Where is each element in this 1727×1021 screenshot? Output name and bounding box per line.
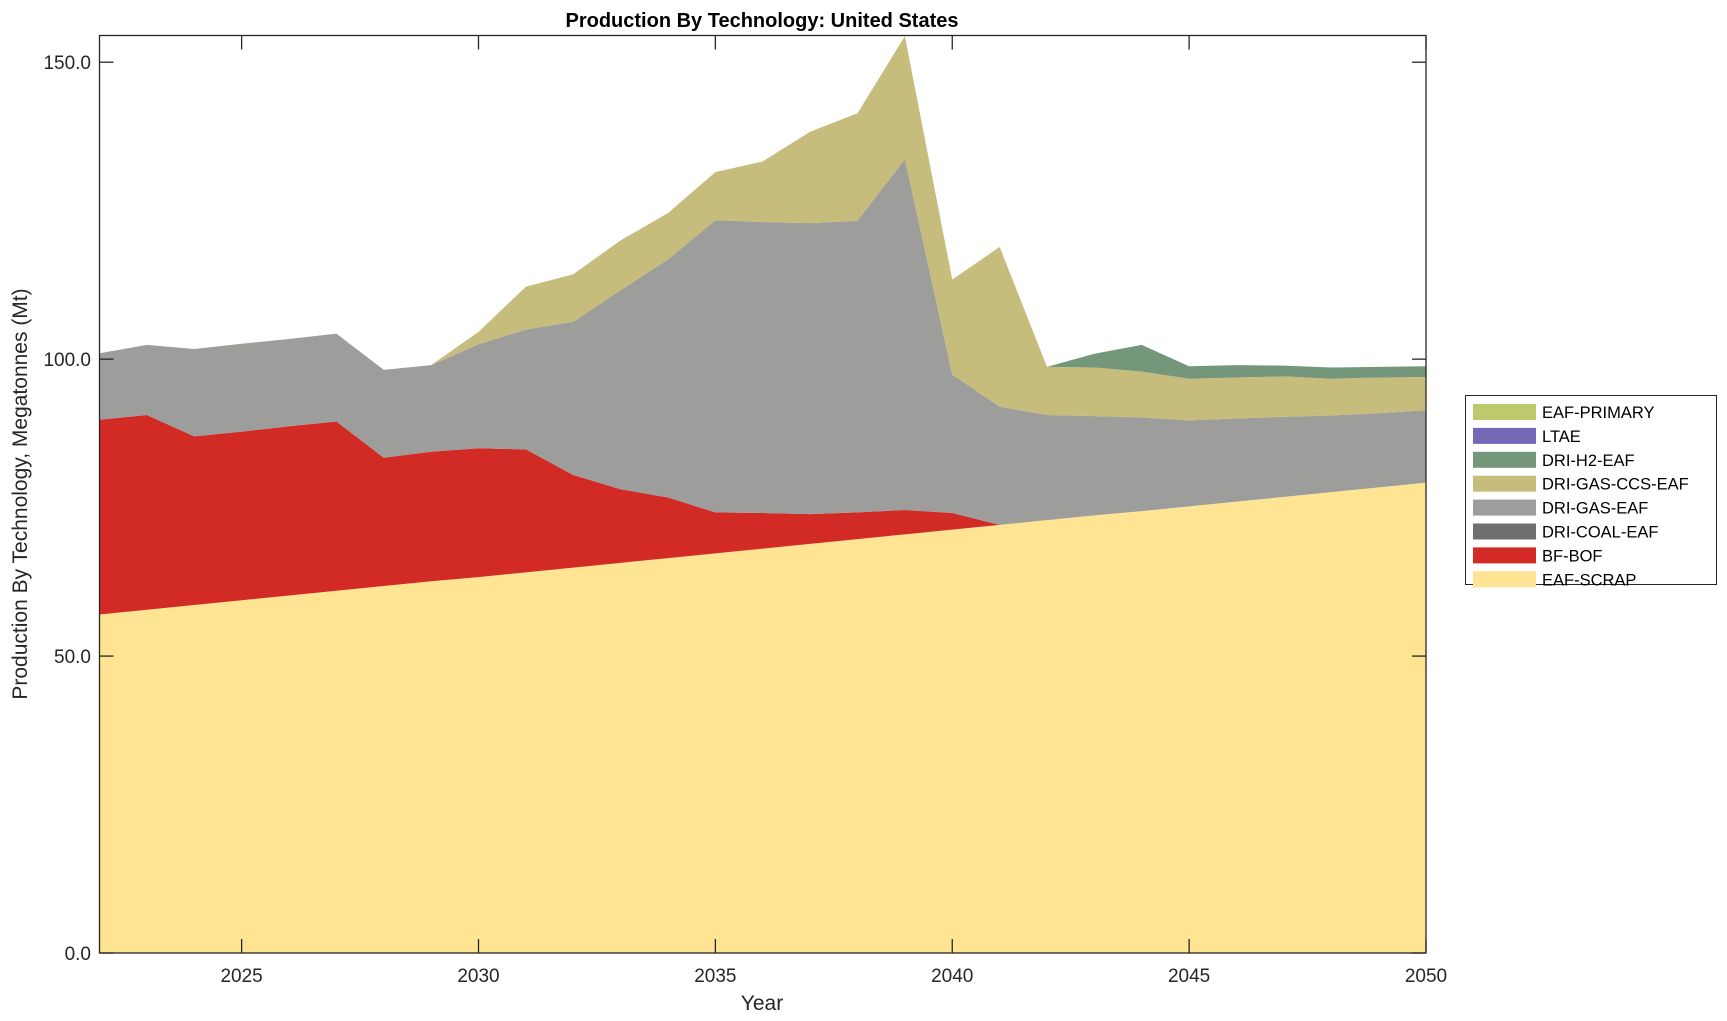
area-eaf-scrap <box>99 482 1426 953</box>
legend-label: EAF-SCRAP <box>1542 571 1636 589</box>
y-tick-label: 0.0 <box>65 944 91 965</box>
legend-label: BF-BOF <box>1542 547 1603 565</box>
legend: EAF-PRIMARY LTAE DRI-H2-EAF DRI-GAS-CCS-EAF… <box>1465 395 1717 589</box>
x-tick-label: 2025 <box>220 966 262 987</box>
x-tick-label: 2035 <box>694 966 736 987</box>
y-tick-label: 100.0 <box>43 350 91 371</box>
y-tick-label: 150.0 <box>43 53 91 74</box>
legend-swatch-eaf-primary <box>1473 404 1536 420</box>
legend-swatch-eaf-scrap <box>1473 571 1536 588</box>
legend-label: LTAE <box>1542 428 1581 446</box>
plot-areas <box>99 36 1426 953</box>
chart-title: Production By Technology: United States <box>566 10 959 32</box>
legend-label: DRI-H2-EAF <box>1542 452 1635 470</box>
y-axis: 0.0 50.0 100.0 150.0 <box>43 53 1426 965</box>
x-tick-label: 2040 <box>931 966 973 987</box>
legend-swatch-bf-bof <box>1473 547 1536 564</box>
legend-label: DRI-GAS-EAF <box>1542 500 1648 518</box>
area-bf-bof <box>99 414 1426 615</box>
x-axis-label: Year <box>741 992 783 1015</box>
legend-label: DRI-COAL-EAF <box>1542 524 1658 542</box>
y-tick-label: 50.0 <box>54 647 91 668</box>
area-dri-gas-eaf <box>99 159 1426 525</box>
legend-swatch-dri-gas-ccs-eaf <box>1473 475 1536 492</box>
x-tick-label: 2045 <box>1168 966 1210 987</box>
x-tick-label: 2050 <box>1405 966 1447 987</box>
legend-swatch-dri-gas-eaf <box>1473 499 1536 516</box>
y-axis-label: Production By Technology, Megatonnes (Mt… <box>9 288 32 699</box>
legend-label: EAF-PRIMARY <box>1542 404 1654 422</box>
legend-swatch-ltae <box>1473 427 1536 444</box>
legend-swatch-dri-coal-eaf <box>1473 523 1536 540</box>
plot-frame <box>98 34 1427 954</box>
area-dri-gas-ccs-eaf <box>99 36 1426 421</box>
legend-label: DRI-GAS-CCS-EAF <box>1542 476 1689 494</box>
x-tick-label: 2030 <box>457 966 499 987</box>
legend-swatch-dri-h2-eaf <box>1473 451 1536 468</box>
x-axis: 2025 2030 2035 2040 2045 2050 <box>220 35 1447 987</box>
